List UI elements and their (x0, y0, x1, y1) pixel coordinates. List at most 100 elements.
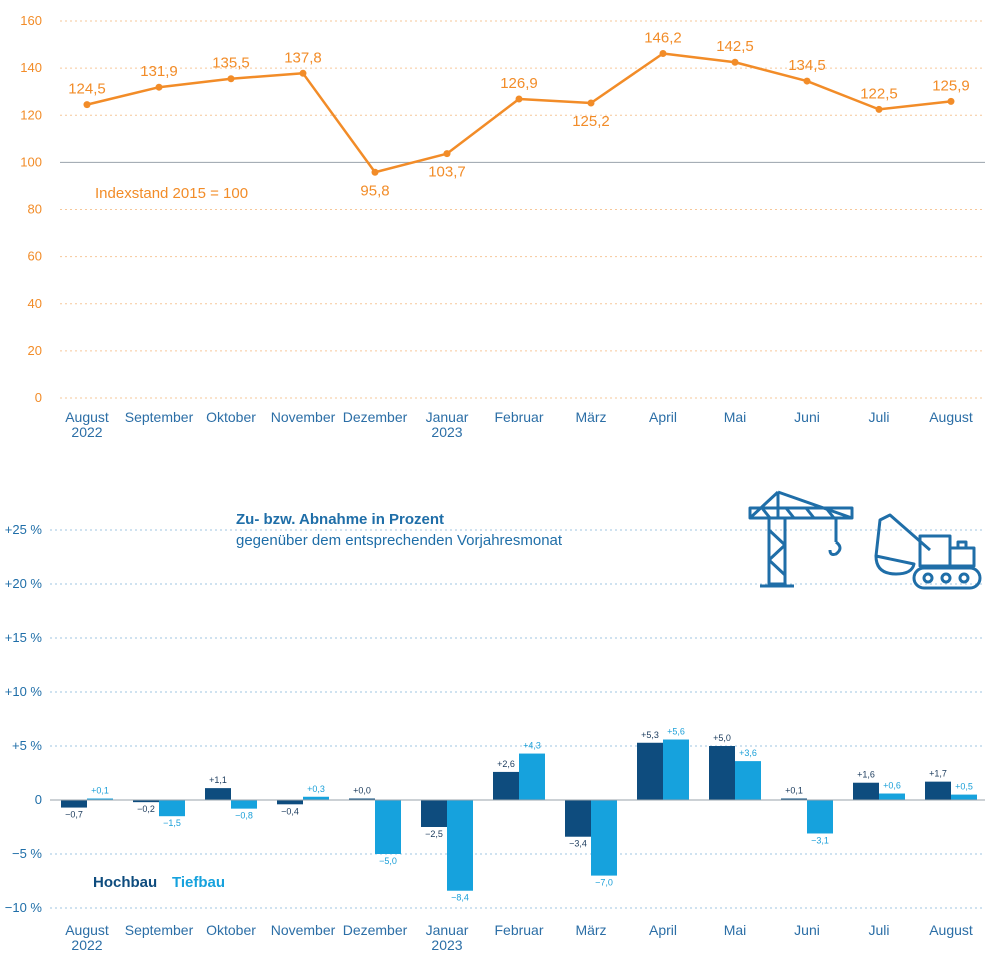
x-tick-label: Februar (494, 409, 543, 425)
hochbau-bar (709, 746, 735, 800)
hochbau-bar (565, 800, 591, 837)
x-tick-label: August (929, 922, 973, 938)
x-tick-label: Juni (794, 922, 820, 938)
y-tick-label: 60 (28, 249, 42, 264)
y-tick-label: 120 (20, 107, 42, 122)
data-point (155, 83, 163, 91)
bar-data-label: +5,0 (713, 733, 731, 743)
tiefbau-bar (159, 800, 185, 817)
data-point (371, 168, 379, 176)
bar-data-label: −8,4 (451, 893, 469, 903)
tiefbau-bar (663, 739, 689, 800)
data-point (947, 97, 955, 105)
tiefbau-bar (735, 761, 761, 800)
bar-data-label: +0,5 (955, 782, 973, 792)
x-tick-label: Januar 2023 (426, 922, 469, 953)
x-tick-label: Oktober (206, 409, 256, 425)
x-tick-label: Juli (868, 922, 889, 938)
bar-data-label: −1,5 (163, 818, 181, 828)
x-tick-label: September (125, 409, 194, 425)
y-tick-label: 80 (28, 202, 42, 217)
hochbau-bar (781, 798, 807, 800)
data-point (227, 75, 235, 83)
data-point (515, 95, 523, 103)
x-tick-label: November (271, 409, 336, 425)
x-tick-label: Mai (724, 922, 747, 938)
bar-data-label: −0,2 (137, 804, 155, 814)
hochbau-bar (493, 771, 519, 800)
x-tick-label: April (649, 922, 677, 938)
y-tick-label: +5 % (12, 738, 42, 753)
data-label: 95,8 (360, 182, 389, 199)
data-label: 131,9 (140, 63, 178, 80)
x-tick-label: April (649, 409, 677, 425)
bar-data-label: +0,6 (883, 781, 901, 791)
bar-data-label: −7,0 (595, 878, 613, 888)
bar-data-label: −3,1 (811, 835, 829, 845)
y-tick-label: 140 (20, 60, 42, 75)
y-tick-label: +15 % (5, 630, 43, 645)
data-label: 146,2 (644, 30, 682, 47)
data-label: 137,8 (284, 49, 322, 66)
data-label: 125,9 (932, 77, 970, 94)
hochbau-bar (205, 788, 231, 800)
y-tick-label: +10 % (5, 684, 43, 699)
legend-hochbau: Hochbau (93, 874, 157, 891)
tiefbau-bar (951, 794, 977, 800)
bar-data-label: +1,7 (929, 769, 947, 779)
data-point (83, 101, 91, 109)
bar-data-label: +1,1 (209, 775, 227, 785)
x-tick-label: Juni (794, 409, 820, 425)
bar-data-label: +4,3 (523, 741, 541, 751)
y-tick-label: +20 % (5, 576, 43, 591)
excavator-icon (874, 513, 982, 590)
bar-data-label: −0,8 (235, 811, 253, 821)
data-label: 122,5 (860, 85, 898, 102)
bar-data-label: −0,4 (281, 806, 299, 816)
y-tick-label: 0 (35, 792, 42, 807)
x-tick-label: Januar 2023 (426, 409, 469, 440)
data-label: 103,7 (428, 164, 466, 181)
line-chart: 0 20 40 60 80 100 120 140 160 Indexstand 2015 = 1… (20, 13, 985, 440)
data-label: 124,5 (68, 81, 106, 98)
bar-data-label: −2,5 (425, 829, 443, 839)
crane-icon (748, 490, 854, 588)
tiefbau-bar (375, 800, 401, 854)
tiefbau-bar (879, 793, 905, 800)
hochbau-bar (349, 798, 375, 800)
bar-data-label: −0,7 (65, 810, 83, 820)
tiefbau-bar (447, 800, 473, 891)
x-tick-label: März (575, 922, 606, 938)
x-tick-label: November (271, 922, 336, 938)
index-annotation: Indexstand 2015 = 100 (95, 185, 248, 202)
tiefbau-bar (87, 798, 113, 800)
bar-data-label: +3,6 (739, 748, 757, 758)
data-point (875, 105, 883, 113)
hochbau-bar (61, 800, 87, 808)
hochbau-bar (637, 742, 663, 800)
data-point (803, 77, 811, 85)
bar-data-label: +0,3 (307, 784, 325, 794)
y-tick-label: 160 (20, 13, 42, 28)
bar-data-label: +5,3 (641, 730, 659, 740)
tiefbau-bar (231, 800, 257, 809)
x-tick-label: August 2022 (65, 409, 109, 440)
x-tick-label: Dezember (343, 922, 408, 938)
x-tick-label: Dezember (343, 409, 408, 425)
bar-data-label: +1,6 (857, 770, 875, 780)
hochbau-bar (421, 800, 447, 827)
data-point (731, 58, 739, 66)
data-point (443, 150, 451, 158)
data-label: 134,5 (788, 57, 826, 74)
y-tick-label: 0 (35, 390, 42, 405)
x-tick-label: Juli (868, 409, 889, 425)
x-tick-label: Februar (494, 922, 543, 938)
bar-chart: −10 % −5 % 0 +5 % +10 % +15 % +20 % +25 % Zu- bz… (5, 511, 985, 953)
hochbau-bar (853, 782, 879, 800)
tiefbau-bar (807, 800, 833, 834)
x-tick-label: März (575, 409, 606, 425)
y-tick-label: +25 % (5, 522, 43, 537)
data-point (659, 50, 667, 58)
